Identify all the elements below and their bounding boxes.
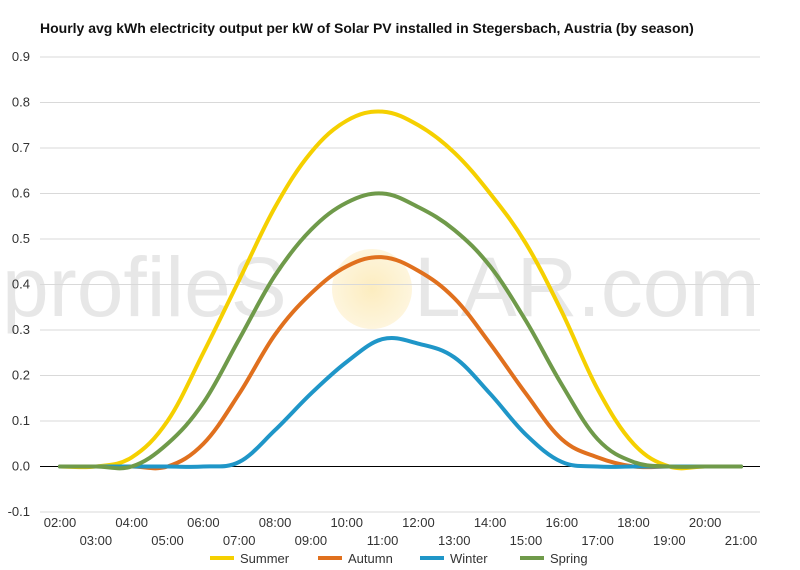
x-tick-label: 14:00	[474, 515, 507, 530]
x-tick-label: 09:00	[295, 533, 328, 548]
x-tick-label: 17:00	[581, 533, 614, 548]
y-tick-label: 0.2	[12, 368, 30, 383]
series-line-winter	[58, 335, 743, 469]
x-tick-label: 15:00	[510, 533, 543, 548]
legend-label-summer: Summer	[240, 551, 290, 566]
series-line-summer	[58, 109, 743, 471]
x-tick-label: 07:00	[223, 533, 256, 548]
x-tick-label: 08:00	[259, 515, 292, 530]
x-tick-label: 19:00	[653, 533, 686, 548]
chart-title: Hourly avg kWh electricity output per kW…	[40, 20, 694, 36]
x-tick-label: 02:00	[44, 515, 77, 530]
x-tick-label: 21:00	[725, 533, 758, 548]
x-tick-label: 13:00	[438, 533, 471, 548]
x-tick-label: 10:00	[330, 515, 363, 530]
legend-label-winter: Winter	[450, 551, 488, 566]
x-tick-label: 04:00	[115, 515, 148, 530]
y-tick-label: 0.5	[12, 231, 30, 246]
x-tick-label: 03:00	[80, 533, 113, 548]
y-tick-label: 0.3	[12, 322, 30, 337]
legend-label-autumn: Autumn	[348, 551, 393, 566]
y-tick-label: -0.1	[8, 504, 30, 519]
series-line-spring	[58, 191, 743, 471]
y-tick-label: 0.4	[12, 277, 30, 292]
x-tick-label: 06:00	[187, 515, 220, 530]
x-tick-label: 11:00	[367, 533, 399, 548]
series-line-autumn	[58, 255, 743, 471]
legend-label-spring: Spring	[550, 551, 588, 566]
y-tick-label: 0.6	[12, 186, 30, 201]
x-tick-label: 18:00	[617, 515, 650, 530]
y-tick-label: 0.9	[12, 49, 30, 64]
x-tick-label: 20:00	[689, 515, 722, 530]
x-tick-label: 12:00	[402, 515, 435, 530]
y-tick-label: 0.0	[12, 459, 30, 474]
y-tick-label: 0.1	[12, 413, 30, 428]
x-tick-label: 16:00	[546, 515, 579, 530]
x-tick-label: 05:00	[151, 533, 184, 548]
y-tick-label: 0.7	[12, 140, 30, 155]
y-tick-label: 0.8	[12, 95, 30, 110]
